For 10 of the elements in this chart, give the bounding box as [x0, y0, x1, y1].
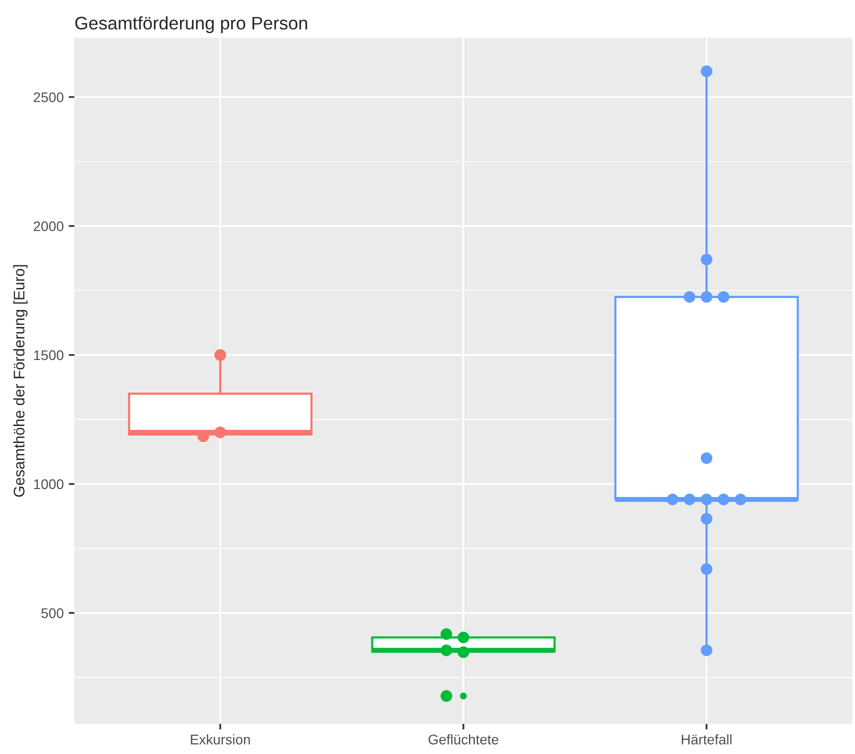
y-tick-label: 2000 — [34, 221, 64, 232]
y-tick-label: 2500 — [34, 92, 64, 102]
y-tick-label: 1500 — [34, 350, 64, 360]
y-axis-title: Gesamthöhe der Förderung [Euro] — [13, 265, 28, 497]
x-tick-label: Exkursion — [190, 734, 250, 744]
y-tick-label: 500 — [41, 608, 64, 618]
y-tick-label: 1000 — [34, 479, 64, 490]
chart-title: Gesamtförderung pro Person — [75, 16, 308, 34]
x-tick-label: Härtefall — [682, 734, 732, 744]
x-tick-label: Geflüchtete — [428, 734, 498, 744]
